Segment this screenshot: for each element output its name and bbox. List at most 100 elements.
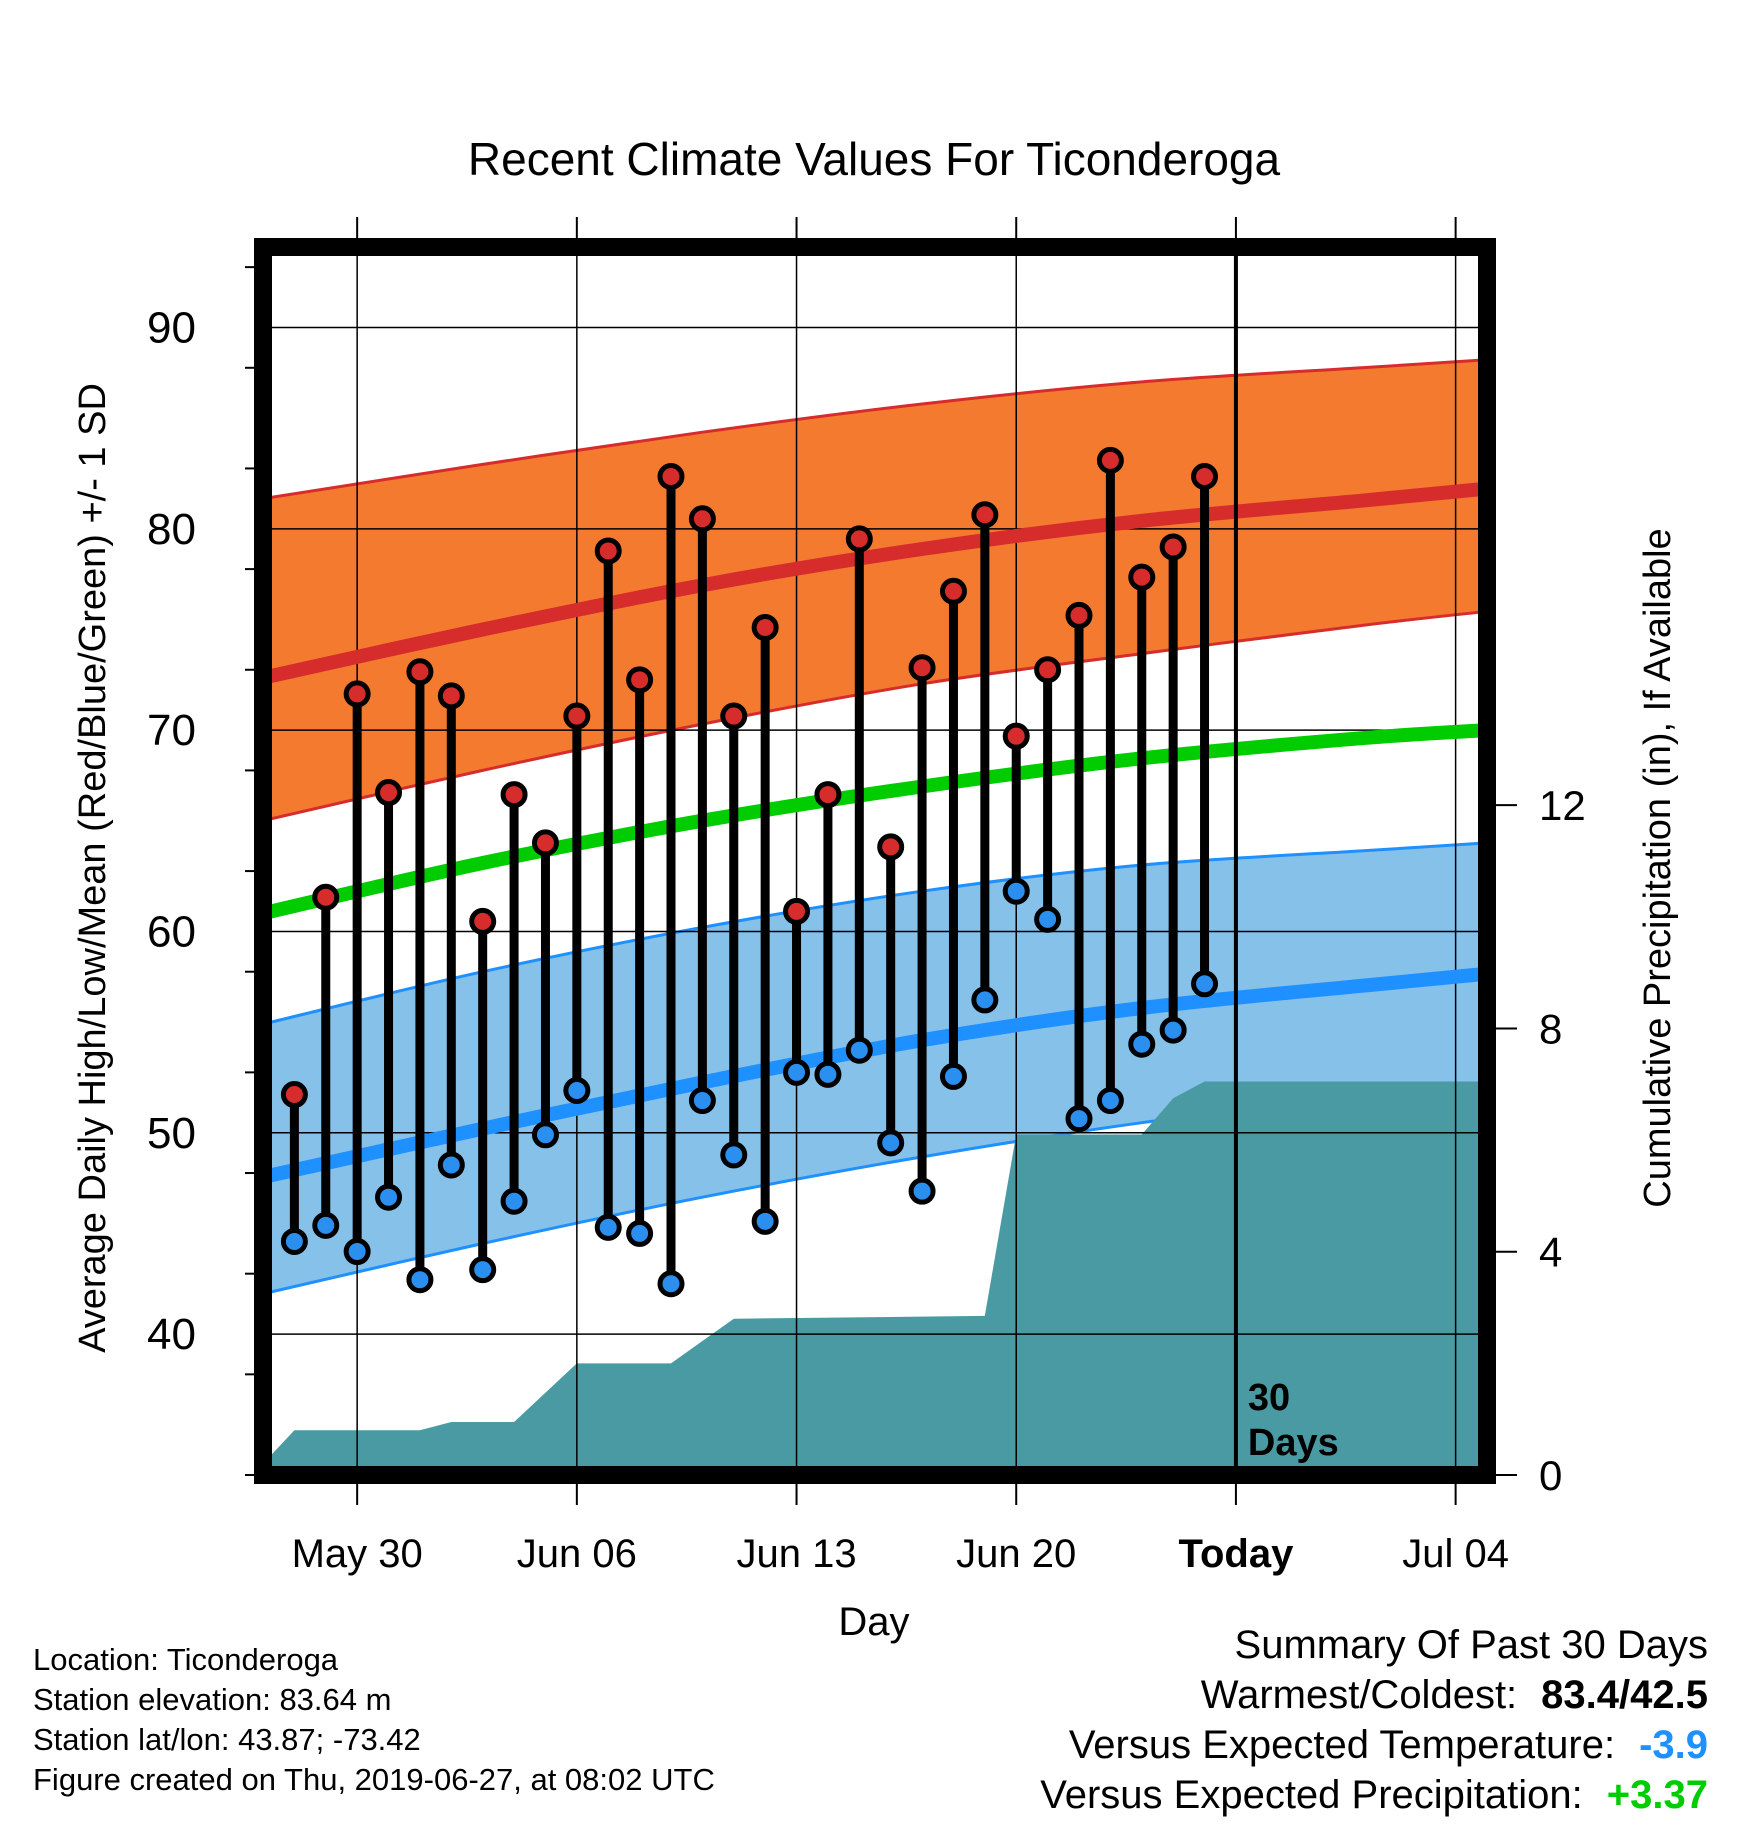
low-point (845, 1036, 873, 1064)
station-info: Location: Ticonderoga Station elevation:… (33, 1640, 715, 1800)
summary-title-row: Summary Of Past 30 Days (708, 1620, 1708, 1670)
high-point (531, 829, 559, 857)
high-point (1159, 533, 1187, 561)
chart-title: Recent Climate Values For Ticonderoga (468, 133, 1281, 185)
today-days-label: Days (1248, 1422, 1339, 1464)
x-axis-label: Day (838, 1600, 909, 1644)
high-upper-edge (263, 358, 1487, 501)
low-point (1128, 1030, 1156, 1058)
low-point (563, 1076, 591, 1104)
x-tick-label: May 30 (292, 1532, 423, 1576)
high-point (908, 654, 936, 682)
high-point (877, 833, 905, 861)
low-point (1034, 905, 1062, 933)
today-days-label: 30 (1248, 1377, 1290, 1419)
y-tick-label: 60 (147, 907, 196, 956)
low-point (939, 1062, 967, 1090)
low-point (594, 1213, 622, 1241)
high-point (783, 897, 811, 925)
temp-row: Versus Expected Temperature: -3.9 (708, 1720, 1708, 1770)
location-text: Location: Ticonderoga (33, 1642, 339, 1677)
low-point (688, 1087, 716, 1115)
low-point (783, 1058, 811, 1086)
low-point (500, 1187, 528, 1215)
low-point (626, 1219, 654, 1247)
low-point (1065, 1105, 1093, 1133)
precip-row: Versus Expected Precipitation: +3.37 (708, 1770, 1708, 1820)
y2-tick-label: 0 (1539, 1452, 1562, 1499)
plot-frame (254, 238, 1496, 1484)
x-tick-label: Jun 06 (517, 1532, 637, 1576)
elevation-text: Station elevation: 83.64 m (33, 1682, 392, 1717)
y-tick-label: 50 (147, 1109, 196, 1158)
high-sd-band (263, 359, 1487, 821)
low-point (343, 1238, 371, 1266)
low-sd-band (263, 842, 1487, 1294)
y2-axis-label: Cumulative Precipitation (in), If Availa… (1637, 528, 1679, 1207)
high-point (657, 462, 685, 490)
y-axis-label: Average Daily High/Low/Mean (Red/Blue/Gr… (72, 383, 114, 1353)
high-point (1034, 656, 1062, 684)
high-point (845, 525, 873, 553)
low-upper-edge (263, 841, 1487, 1026)
summary-panel: Summary Of Past 30 Days Warmest/Coldest:… (708, 1620, 1708, 1820)
high-point (500, 781, 528, 809)
low-point (437, 1151, 465, 1179)
high-point (1096, 446, 1124, 474)
y2-tick-label: 4 (1539, 1229, 1562, 1276)
low-point (375, 1183, 403, 1211)
low-point (406, 1266, 434, 1294)
y-tick-label: 90 (147, 304, 196, 353)
warmest-row: Warmest/Coldest: 83.4/42.5 (708, 1670, 1708, 1720)
high-point (1191, 462, 1219, 490)
temp-label: Versus Expected Temperature: (1068, 1723, 1616, 1767)
high-point (375, 779, 403, 807)
high-lower-edge (263, 609, 1487, 823)
y-tick-label: 70 (147, 706, 196, 755)
high-point (751, 613, 779, 641)
high-point (720, 702, 748, 730)
warmest-value: 83.4/42.5 (1541, 1673, 1708, 1717)
low-point (469, 1256, 497, 1284)
low-point (908, 1177, 936, 1205)
y-tick-label: 80 (147, 505, 196, 554)
high-point (971, 501, 999, 529)
high-point (563, 702, 591, 730)
precip-label: Versus Expected Precipitation: (1040, 1773, 1583, 1817)
high-point (626, 666, 654, 694)
low-point (531, 1121, 559, 1149)
high-point (280, 1081, 308, 1109)
low-point (312, 1211, 340, 1239)
high-point (1065, 601, 1093, 629)
high-point (343, 680, 371, 708)
high-point (437, 682, 465, 710)
high-point (1002, 722, 1030, 750)
low-point (1002, 877, 1030, 905)
x-tick-label: Jun 13 (736, 1532, 856, 1576)
y-tick-label: 40 (147, 1310, 196, 1359)
low-point (1096, 1087, 1124, 1115)
high-point (939, 577, 967, 605)
x-tick-label: Jun 20 (956, 1532, 1076, 1576)
x-tick-label: Jul 04 (1402, 1532, 1509, 1576)
normal-high-line (263, 481, 1487, 685)
high-point (469, 907, 497, 935)
precip-area (263, 1081, 1487, 1475)
high-point (406, 658, 434, 686)
high-point (1128, 563, 1156, 591)
latlon-text: Station lat/lon: 43.87; -73.42 (33, 1722, 421, 1757)
low-point (657, 1270, 685, 1298)
x-tick-label: Today (1179, 1532, 1295, 1576)
high-point (688, 505, 716, 533)
low-point (877, 1129, 905, 1157)
low-point (1191, 970, 1219, 998)
low-point (814, 1060, 842, 1088)
low-point (751, 1207, 779, 1235)
low-point (720, 1141, 748, 1169)
low-point (971, 986, 999, 1014)
created-text: Figure created on Thu, 2019-06-27, at 08… (33, 1762, 715, 1797)
temp-value: -3.9 (1639, 1723, 1708, 1767)
